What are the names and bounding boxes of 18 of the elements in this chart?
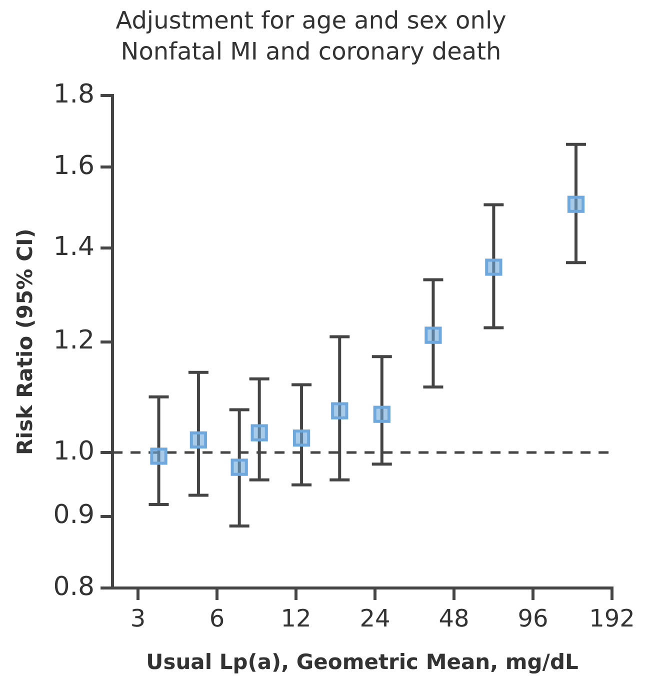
y-tick-label: 1.0 bbox=[53, 436, 95, 466]
y-tick-label: 0.9 bbox=[53, 500, 95, 530]
x-tick-label: 192 bbox=[589, 604, 635, 633]
x-tick-label: 24 bbox=[360, 604, 390, 633]
x-axis-title: Usual Lp(a), Geometric Mean, mg/dL bbox=[146, 650, 578, 674]
y-axis-title: Risk Ratio (95% CI) bbox=[13, 228, 38, 456]
y-tick-label: 0.8 bbox=[53, 572, 95, 602]
y-tick-label: 1.8 bbox=[53, 79, 95, 110]
chart-subtitle: Nonfatal MI and coronary death bbox=[120, 37, 502, 66]
chart-title: Adjustment for age and sex only bbox=[116, 6, 506, 35]
y-tick-label: 1.4 bbox=[53, 232, 95, 262]
y-tick-label: 1.2 bbox=[53, 326, 95, 356]
x-tick-label: 6 bbox=[209, 604, 225, 633]
x-tick-label: 96 bbox=[518, 604, 548, 633]
x-tick-label: 48 bbox=[438, 604, 470, 633]
y-tick-label: 1.6 bbox=[53, 150, 95, 181]
x-tick-label: 3 bbox=[130, 604, 146, 633]
x-tick-label: 12 bbox=[280, 604, 312, 633]
